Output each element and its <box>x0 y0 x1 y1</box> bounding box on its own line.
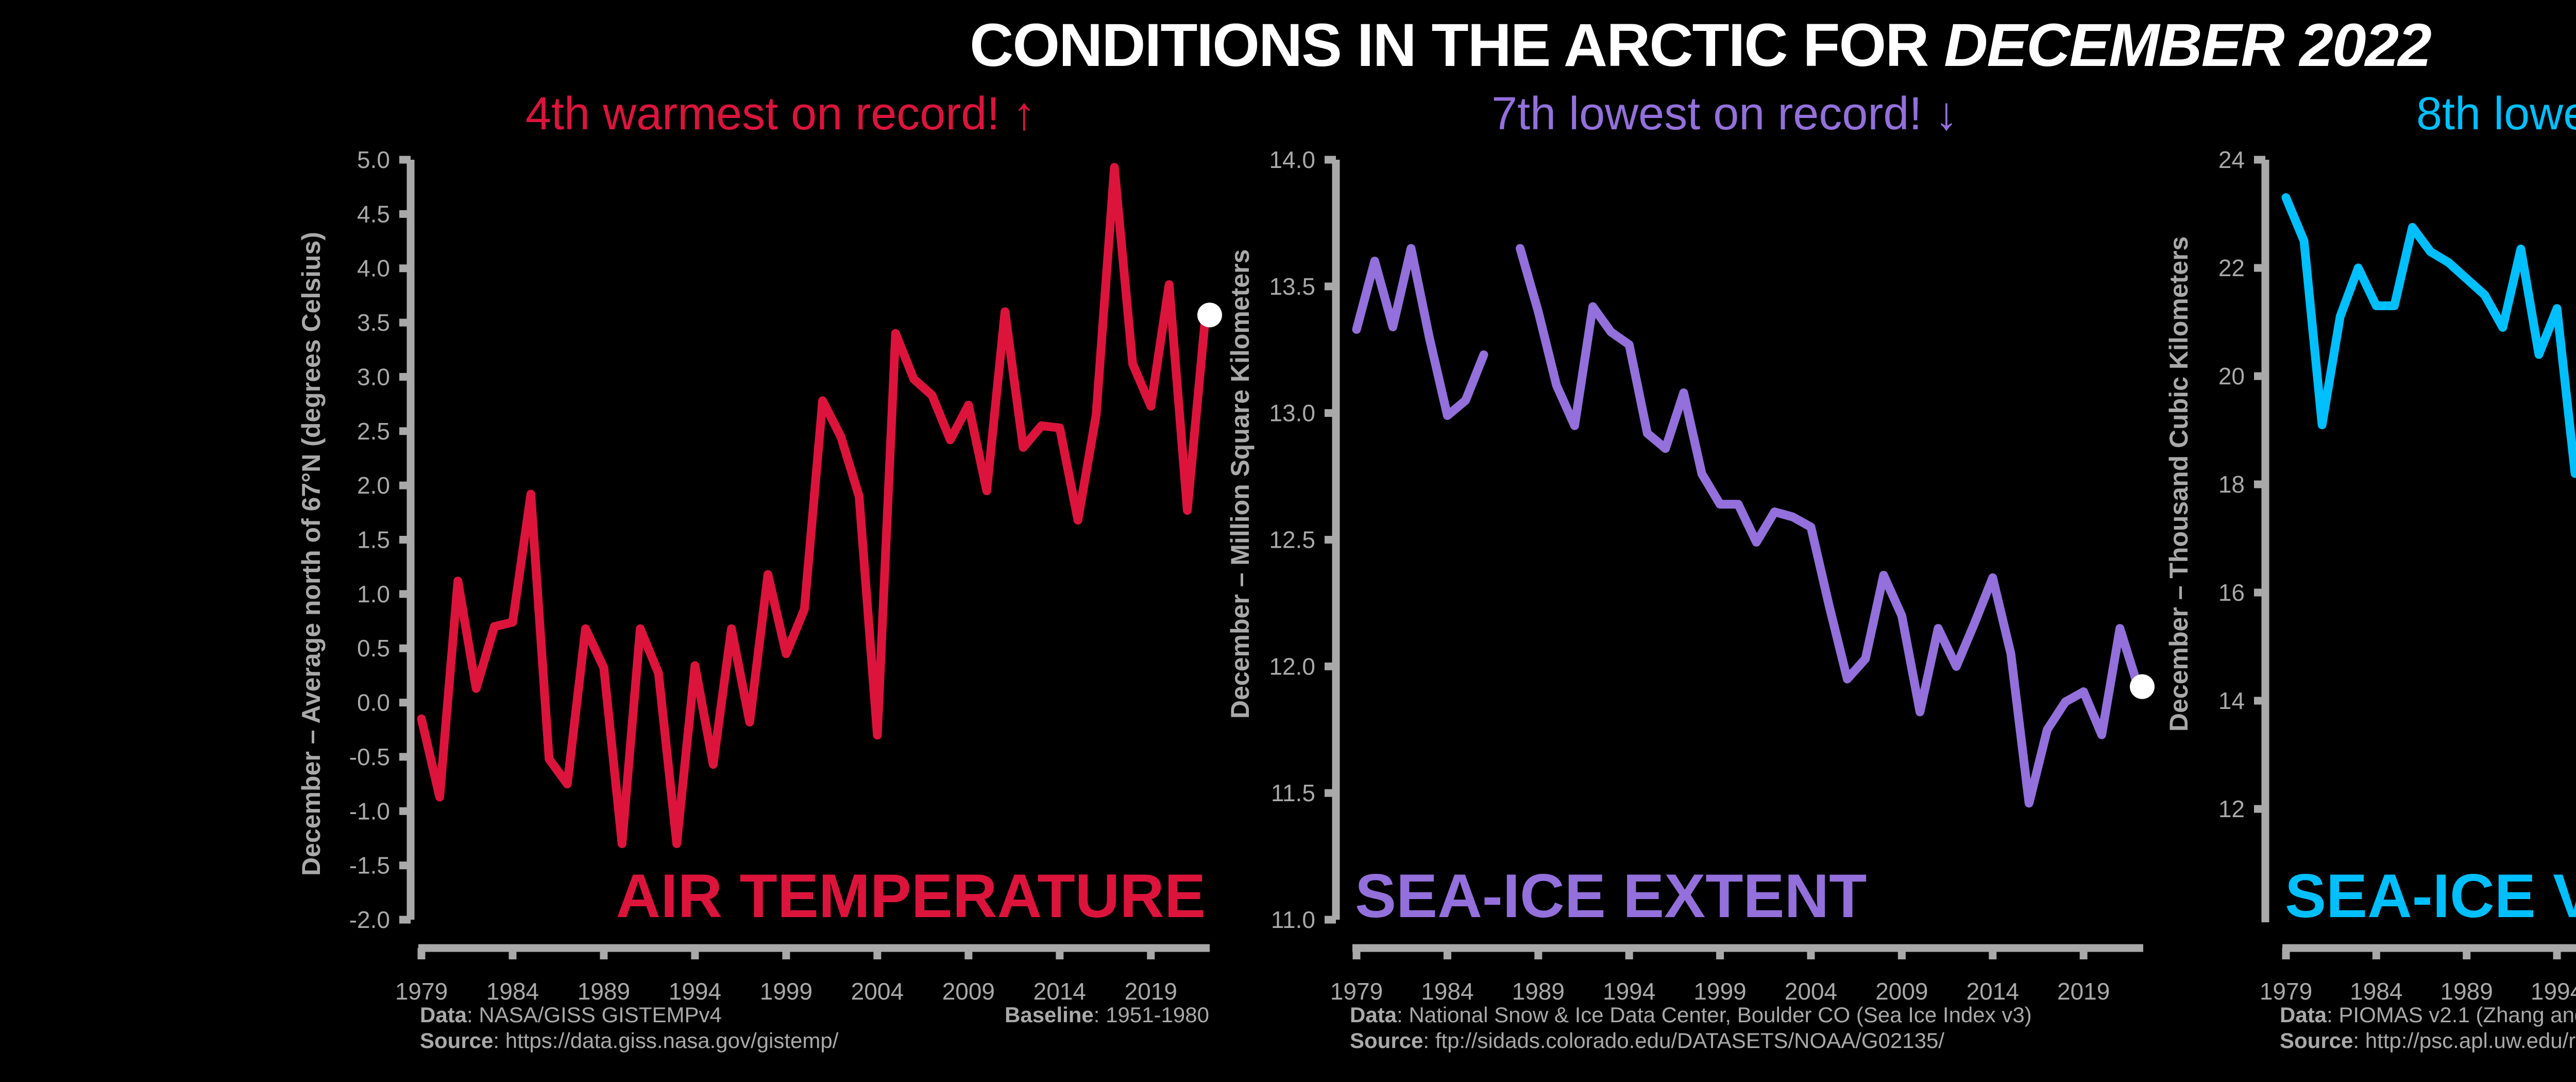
y-tick-label: 14.0 <box>1269 146 1315 173</box>
y-tick-label: 3.0 <box>357 363 390 390</box>
x-tick-label: 1984 <box>486 978 539 1005</box>
panel-sea-ice-extent: 7th lowest on record! ↓ December – Milli… <box>0 0 2155 1082</box>
main-title: CONDITIONS IN THE ARCTIC FOR DECEMBER 20… <box>0 10 2576 80</box>
x-tick-label: 1979 <box>395 978 448 1005</box>
latest-value-marker <box>2130 674 2155 699</box>
footer-source-label: Source <box>1350 1028 1423 1053</box>
series-line <box>417 163 1210 848</box>
y-tick-label: 18 <box>2218 471 2245 498</box>
y-tick-label: 4.0 <box>357 255 390 282</box>
x-tick-label: 2014 <box>1967 978 2019 1005</box>
footer-data-value: : PIOMAS v2.1 (Zhang and Rothrock, 2003;… <box>2327 1003 2576 1027</box>
footer-data-label: Data <box>2280 1003 2327 1027</box>
y-tick-label: 2.0 <box>357 472 390 499</box>
y-tick-label: -1.0 <box>349 798 390 824</box>
x-tick-label: 2014 <box>1033 978 1086 1005</box>
y-tick-label: 5.0 <box>357 146 390 173</box>
y-tick-label: 3.5 <box>357 309 390 336</box>
y-tick-label: 14 <box>2218 687 2245 714</box>
main-title-emphasis: DECEMBER 2022 <box>1944 11 2432 79</box>
y-tick-label: 0.0 <box>357 689 390 716</box>
x-tick-label: 1984 <box>2350 978 2402 1005</box>
chart-sea-ice-extent: 14.0 13.5 13.0 12.5 12.0 11.5 11.0 1979 1984 1989… <box>1269 146 2155 1005</box>
latest-value-marker <box>1197 302 1222 328</box>
x-tick-label: 1994 <box>1603 978 1655 1005</box>
y-tick-label: 4.5 <box>357 200 390 227</box>
x-tick-label: 1989 <box>2441 978 2493 1005</box>
main-title-prefix: CONDITIONS IN THE ARCTIC FOR <box>970 11 1944 79</box>
panel-big-label: AIR TEMPERATURE <box>616 861 1206 931</box>
x-tick-label: 2009 <box>1875 978 1928 1005</box>
y-tick-label: 16 <box>2218 579 2245 606</box>
subtitle-sea-ice-extent: 7th lowest on record! ↓ <box>1492 88 1958 140</box>
y-tick-label: 11.5 <box>1271 780 1315 806</box>
y-tick-label: 12 <box>2218 796 2245 822</box>
footer-air-temperature: Data: NASA/GISS GISTEMPv4 Source: https:… <box>420 1002 838 1054</box>
footer-data-label: Data <box>420 1003 467 1027</box>
x-tick-label: 2004 <box>1785 978 1837 1005</box>
y-tick-label: 1.0 <box>357 581 390 607</box>
y-tick-label: -2.0 <box>349 906 390 933</box>
footer-data-label: Data <box>1350 1003 1397 1027</box>
y-tick-label: 1.5 <box>357 527 390 553</box>
x-tick-label: 1994 <box>2531 978 2576 1005</box>
y-tick-label: 2.5 <box>357 418 390 445</box>
footer-source-label: Source <box>420 1028 494 1053</box>
x-tick-label: 2019 <box>1125 978 1177 1005</box>
x-tick-label: 1984 <box>1421 978 1473 1005</box>
footer-source-value: : ftp://sidads.colorado.edu/DATASETS/NOA… <box>1423 1028 1944 1053</box>
panel-big-label: SEA-ICE VOLUME <box>2285 861 2576 931</box>
x-tick-label: 1989 <box>1512 978 1565 1005</box>
x-tick-label: 2019 <box>2057 978 2110 1005</box>
chart-air-temperature: 5.0 4.5 4.0 3.5 3.0 2.5 2.0 1.5 1.0 0.5 0.0 -0.5 -1.… <box>349 146 1222 1005</box>
x-tick-label: 2004 <box>851 978 904 1005</box>
x-tick-label: 1979 <box>2260 978 2312 1005</box>
series-line <box>1352 244 1488 420</box>
x-tick-label: 1989 <box>578 978 630 1005</box>
series-line <box>2281 193 2576 478</box>
x-tick-label: 1979 <box>1330 978 1383 1005</box>
footer-baseline: Baseline: 1951-1980 <box>1005 1002 1209 1028</box>
y-tick-label: 13.0 <box>1269 400 1315 427</box>
y-tick-label: -1.5 <box>349 852 390 879</box>
y-tick-label: 12.5 <box>1269 527 1315 553</box>
y-tick-label: 11.0 <box>1271 906 1315 933</box>
footer-source-value: : http://psc.apl.uw.edu/research/project… <box>2353 1028 2576 1053</box>
footer-baseline-value: : 1951-1980 <box>1093 1003 1209 1027</box>
footer-sea-ice-volume: Data: PIOMAS v2.1 (Zhang and Rothrock, 2… <box>2280 1002 2576 1054</box>
footer-data-value: : National Snow & Ice Data Center, Bould… <box>1397 1003 2032 1027</box>
footer-data-value: : NASA/GISS GISTEMPv4 <box>467 1003 722 1027</box>
footer-source-value: : https://data.giss.nasa.gov/gistemp/ <box>493 1028 839 1053</box>
subtitle-air-temperature: 4th warmest on record! ↑ <box>526 88 1036 140</box>
y-tick-label: 0.5 <box>357 635 390 662</box>
y-tick-label: 24 <box>2218 146 2245 173</box>
x-tick-label: 1999 <box>1693 978 1746 1005</box>
y-tick-label: 22 <box>2218 255 2245 281</box>
y-tick-label: 13.5 <box>1269 273 1315 300</box>
x-tick-label: 2009 <box>942 978 995 1005</box>
subtitle-sea-ice-volume: 8th lowest on record! ↓ <box>2416 88 2576 140</box>
panel-air-temperature: 4th warmest on record! ↑ December – Aver… <box>0 0 1222 1082</box>
footer-baseline-label: Baseline <box>1005 1003 1094 1027</box>
x-tick-label: 1994 <box>669 978 721 1005</box>
y-tick-label: 20 <box>2218 363 2245 390</box>
y-tick-label: 12.0 <box>1269 653 1315 680</box>
x-tick-label: 1999 <box>760 978 812 1005</box>
footer-sea-ice-extent: Data: National Snow & Ice Data Center, B… <box>1350 1002 2032 1054</box>
y-tick-label: -0.5 <box>349 743 390 770</box>
footer-source-label: Source <box>2280 1028 2353 1053</box>
panel-big-label: SEA-ICE EXTENT <box>1355 861 1867 931</box>
